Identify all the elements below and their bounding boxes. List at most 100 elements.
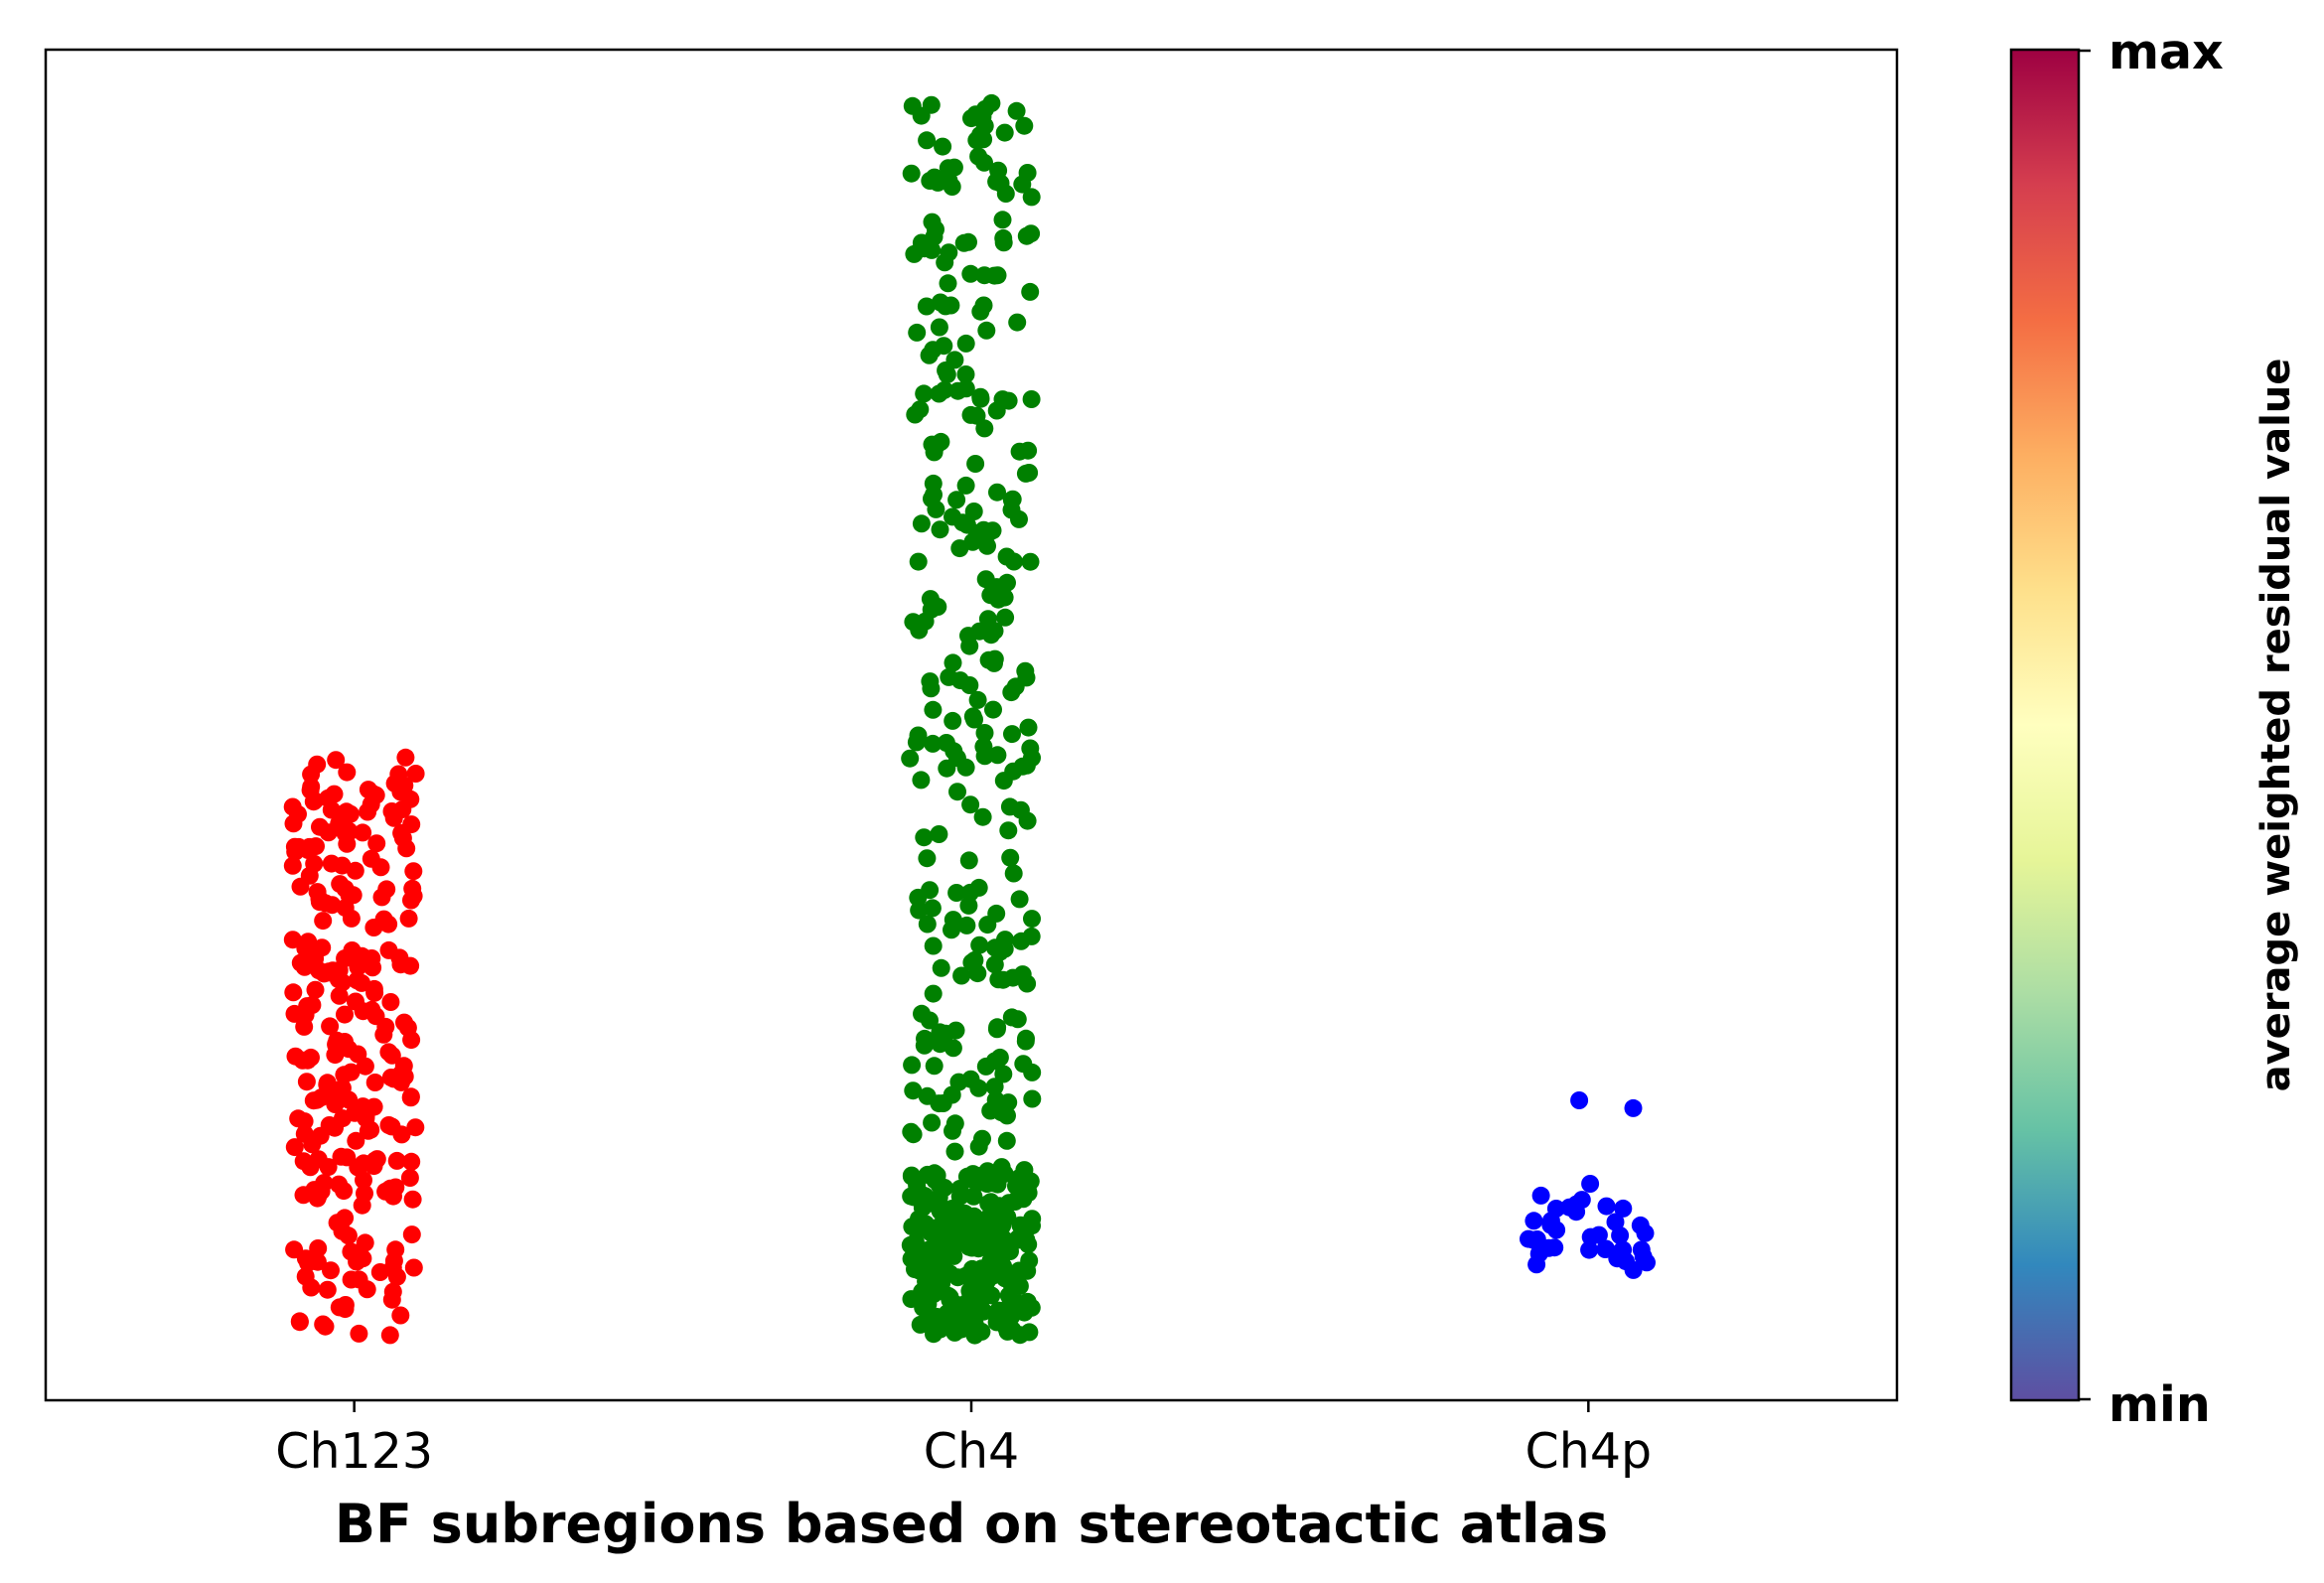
data-point-ch4 bbox=[905, 244, 924, 263]
data-point-ch123 bbox=[354, 1097, 372, 1116]
data-point-ch4p bbox=[1525, 1212, 1543, 1230]
data-point-ch4 bbox=[956, 365, 975, 383]
data-point-ch4 bbox=[971, 389, 990, 408]
data-point-ch4 bbox=[978, 1162, 997, 1181]
data-point-ch4 bbox=[976, 1057, 995, 1076]
data-point-ch4 bbox=[1021, 282, 1040, 301]
data-point-ch4 bbox=[994, 228, 1013, 247]
x-tick-label-ch4p: Ch4p bbox=[1525, 1423, 1653, 1480]
data-point-ch123 bbox=[340, 1040, 358, 1059]
data-point-ch4 bbox=[979, 650, 998, 669]
data-point-ch4 bbox=[939, 274, 957, 293]
data-point-ch4p bbox=[1545, 1238, 1564, 1257]
data-point-ch123 bbox=[283, 931, 302, 949]
data-point-ch4 bbox=[966, 455, 985, 473]
data-point-ch4p bbox=[1597, 1239, 1615, 1258]
data-point-ch123 bbox=[335, 1066, 354, 1084]
data-point-ch123 bbox=[319, 1158, 338, 1177]
x-tick-label-ch4: Ch4 bbox=[924, 1423, 1019, 1480]
data-point-ch4 bbox=[947, 491, 966, 509]
data-point-ch123 bbox=[283, 797, 302, 816]
data-point-ch4 bbox=[918, 131, 937, 150]
data-point-ch4 bbox=[924, 341, 943, 360]
data-point-ch123 bbox=[381, 993, 400, 1011]
data-point-ch123 bbox=[295, 1017, 314, 1036]
colorbar bbox=[2009, 48, 2081, 1402]
data-point-ch4 bbox=[1017, 226, 1036, 245]
data-point-ch123 bbox=[403, 1190, 422, 1209]
data-point-ch4 bbox=[1010, 509, 1028, 528]
data-point-ch4 bbox=[989, 970, 1008, 989]
data-point-ch4 bbox=[1000, 797, 1019, 816]
data-point-ch4 bbox=[936, 380, 953, 399]
data-point-ch123 bbox=[365, 1074, 384, 1091]
data-point-ch123 bbox=[365, 983, 384, 1002]
data-point-ch123 bbox=[289, 1109, 308, 1128]
data-point-ch4 bbox=[940, 243, 958, 262]
data-point-ch4 bbox=[956, 476, 975, 495]
data-point-ch123 bbox=[374, 910, 393, 929]
data-point-ch4 bbox=[1002, 1008, 1021, 1027]
data-point-ch123 bbox=[305, 854, 324, 873]
data-point-ch123 bbox=[313, 938, 332, 957]
data-point-ch4 bbox=[988, 1232, 1007, 1251]
x-tick-label-ch123: Ch123 bbox=[275, 1423, 433, 1480]
data-point-ch4 bbox=[962, 1306, 981, 1325]
data-point-ch123 bbox=[370, 1263, 389, 1281]
data-point-ch123 bbox=[402, 1152, 421, 1171]
data-point-ch4 bbox=[1020, 464, 1039, 482]
data-point-ch4 bbox=[961, 1070, 980, 1088]
data-point-ch4 bbox=[998, 1106, 1016, 1125]
data-point-ch123 bbox=[326, 1046, 345, 1065]
data-point-ch123 bbox=[353, 1196, 371, 1215]
data-point-ch4 bbox=[927, 500, 945, 518]
data-point-ch4 bbox=[941, 1288, 959, 1307]
data-point-ch4 bbox=[962, 1259, 981, 1278]
data-point-ch4 bbox=[1007, 1177, 1025, 1196]
data-point-ch123 bbox=[402, 1225, 421, 1244]
data-point-ch4 bbox=[992, 1164, 1011, 1183]
data-point-ch123 bbox=[318, 1076, 337, 1094]
data-point-ch4 bbox=[963, 532, 982, 551]
data-point-ch123 bbox=[308, 755, 327, 774]
data-point-ch123 bbox=[302, 1278, 321, 1297]
data-point-ch4 bbox=[944, 507, 961, 526]
data-point-ch4 bbox=[944, 158, 963, 177]
data-point-ch123 bbox=[348, 1252, 366, 1271]
data-point-ch4 bbox=[1013, 757, 1032, 776]
data-point-ch4p bbox=[1589, 1225, 1608, 1244]
data-point-ch123 bbox=[297, 1073, 316, 1091]
data-point-ch4 bbox=[911, 1315, 930, 1334]
data-point-ch123 bbox=[291, 877, 310, 896]
data-point-ch4 bbox=[1023, 1063, 1042, 1081]
data-point-ch4 bbox=[922, 600, 941, 619]
data-point-ch4 bbox=[985, 1078, 1004, 1096]
data-point-ch4 bbox=[915, 384, 934, 403]
data-point-ch4 bbox=[904, 1081, 923, 1100]
data-point-ch4 bbox=[982, 93, 1001, 112]
data-point-ch4 bbox=[952, 966, 971, 985]
data-point-ch4 bbox=[907, 733, 926, 752]
data-point-ch123 bbox=[406, 1118, 425, 1137]
data-point-ch4p bbox=[1580, 1240, 1599, 1259]
data-point-ch4 bbox=[931, 293, 949, 312]
data-point-ch123 bbox=[320, 962, 339, 981]
data-point-ch4 bbox=[937, 1024, 954, 1043]
data-point-ch4 bbox=[933, 1256, 951, 1275]
data-point-ch4 bbox=[931, 520, 949, 539]
data-point-ch4 bbox=[924, 936, 943, 955]
data-point-ch123 bbox=[327, 751, 346, 770]
data-point-ch4 bbox=[957, 916, 976, 935]
data-point-ch123 bbox=[402, 1031, 421, 1050]
data-point-ch4 bbox=[944, 711, 962, 730]
x-axis-title: BF subregions based on stereotactic atla… bbox=[335, 1493, 1608, 1555]
data-point-ch4 bbox=[1017, 1029, 1035, 1048]
data-point-ch123 bbox=[306, 980, 325, 999]
data-point-ch4 bbox=[1006, 677, 1025, 696]
data-point-ch123 bbox=[381, 1069, 400, 1086]
data-point-ch123 bbox=[380, 1326, 399, 1345]
data-point-ch4 bbox=[929, 1224, 947, 1243]
data-point-ch4 bbox=[959, 896, 978, 915]
data-point-ch4 bbox=[948, 783, 966, 801]
